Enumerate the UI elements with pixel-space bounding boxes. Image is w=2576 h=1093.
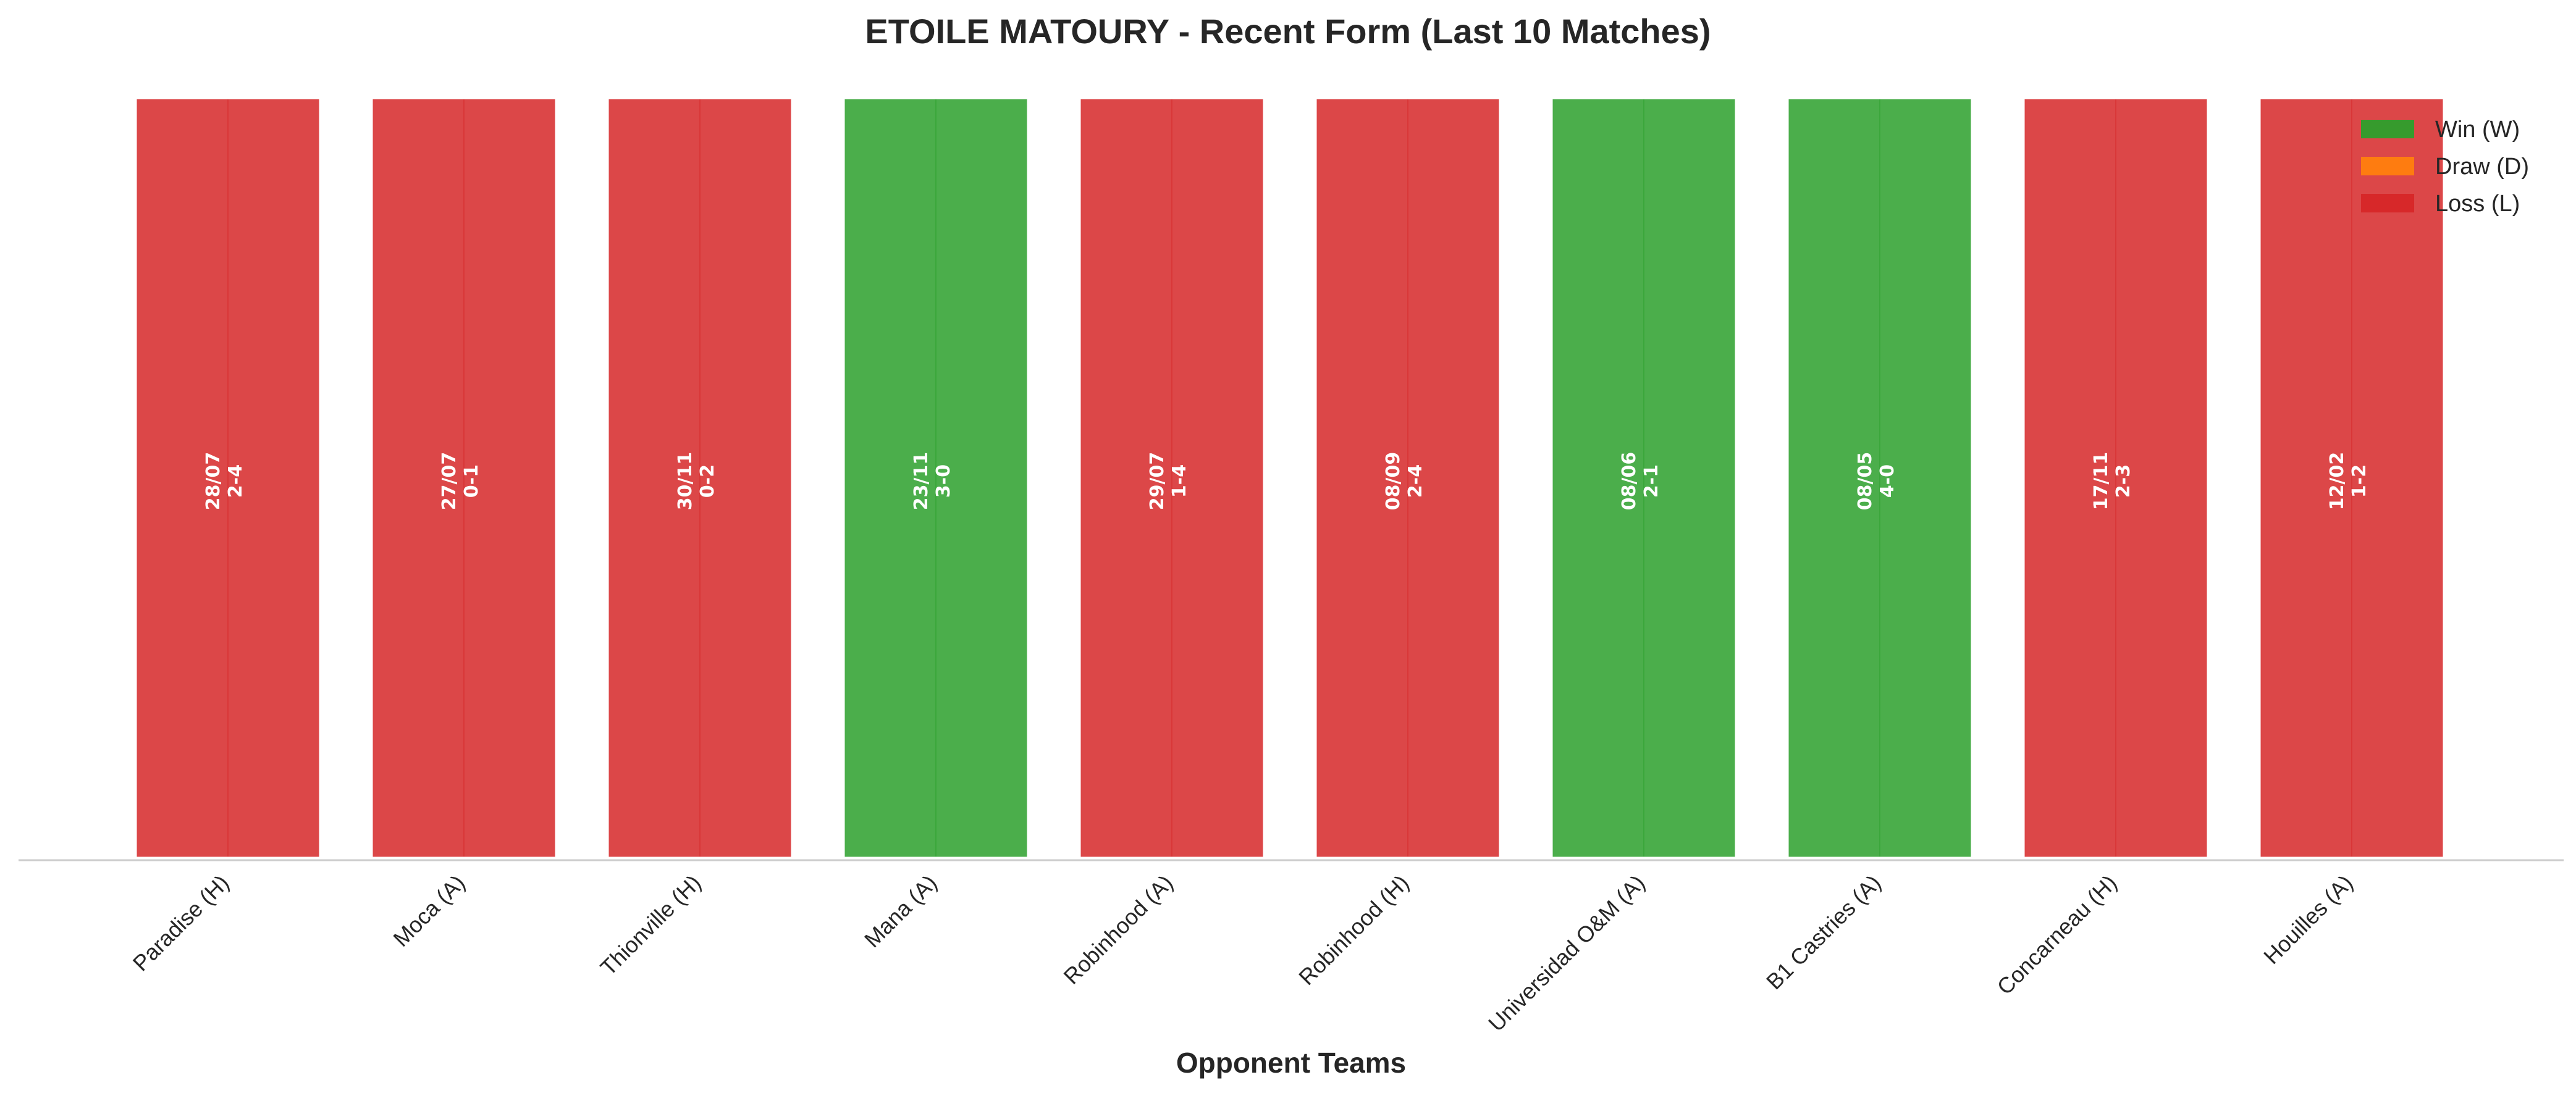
legend: Win (W) Draw (D) Loss (L) bbox=[2361, 117, 2529, 217]
x-tick-label-3: Mana (A) bbox=[859, 870, 942, 953]
chart-title: ETOILE MATOURY - Recent Form (Last 10 Ma… bbox=[865, 12, 1711, 51]
x-tick-label-8: Concarneau (H) bbox=[1992, 870, 2122, 1000]
bar-score-label-5: 2-4 bbox=[1405, 464, 1426, 498]
legend-label-w: Win (W) bbox=[2435, 117, 2520, 143]
x-tick-label-5: Robinhood (H) bbox=[1294, 870, 1414, 990]
bar-score-label-0: 2-4 bbox=[225, 464, 246, 498]
x-tick-label-9: Houilles (A) bbox=[2258, 870, 2358, 969]
bar-date-label-5: 08/09 bbox=[1383, 452, 1404, 510]
bar-date-label-8: 17/11 bbox=[2090, 452, 2112, 510]
bar-date-label-1: 27/07 bbox=[439, 452, 460, 510]
legend-swatch-l bbox=[2361, 194, 2414, 212]
bar-date-label-9: 12/02 bbox=[2326, 452, 2348, 510]
bar-date-label-2: 30/11 bbox=[675, 452, 696, 510]
bar-score-label-9: 1-2 bbox=[2349, 464, 2370, 498]
bar-date-label-6: 08/06 bbox=[1618, 452, 1640, 510]
bar-score-label-1: 0-1 bbox=[461, 464, 482, 498]
legend-label-l: Loss (L) bbox=[2435, 191, 2520, 217]
x-tick-label-4: Robinhood (A) bbox=[1059, 870, 1178, 989]
legend-swatch-d bbox=[2361, 157, 2414, 175]
bar-date-label-4: 29/07 bbox=[1147, 452, 1168, 510]
bar-score-label-4: 1-4 bbox=[1169, 464, 1190, 498]
x-axis-label: Opponent Teams bbox=[1176, 1047, 1406, 1079]
bar-score-label-3: 3-0 bbox=[933, 464, 954, 498]
x-tick-label-7: B1 Castries (A) bbox=[1761, 870, 1886, 995]
bar-score-label-2: 0-2 bbox=[697, 464, 718, 498]
bar-score-label-6: 2-1 bbox=[1641, 464, 1662, 498]
bar-score-label-7: 4-0 bbox=[1877, 464, 1898, 498]
x-tick-label-1: Moca (A) bbox=[388, 870, 469, 952]
bar-date-label-0: 28/07 bbox=[203, 452, 224, 510]
x-tick-label-2: Thionville (H) bbox=[596, 870, 706, 981]
legend-label-d: Draw (D) bbox=[2435, 154, 2529, 180]
bar-date-label-7: 08/05 bbox=[1854, 452, 1876, 510]
bar-date-label-3: 23/11 bbox=[911, 452, 932, 510]
bar-score-label-8: 2-3 bbox=[2113, 464, 2134, 498]
x-tick-label-6: Universidad O&M (A) bbox=[1483, 870, 1649, 1036]
x-tick-label-0: Paradise (H) bbox=[128, 870, 234, 976]
bars-group: 28/07 2-4 27/07 0-1 30/11 0-2 23/11 3-0 29/07 1-4… bbox=[133, 96, 2446, 860]
legend-swatch-w bbox=[2361, 120, 2414, 138]
x-tick-labels: Paradise (H) Moca (A) Thionville (H) Mana (… bbox=[128, 870, 2358, 1036]
